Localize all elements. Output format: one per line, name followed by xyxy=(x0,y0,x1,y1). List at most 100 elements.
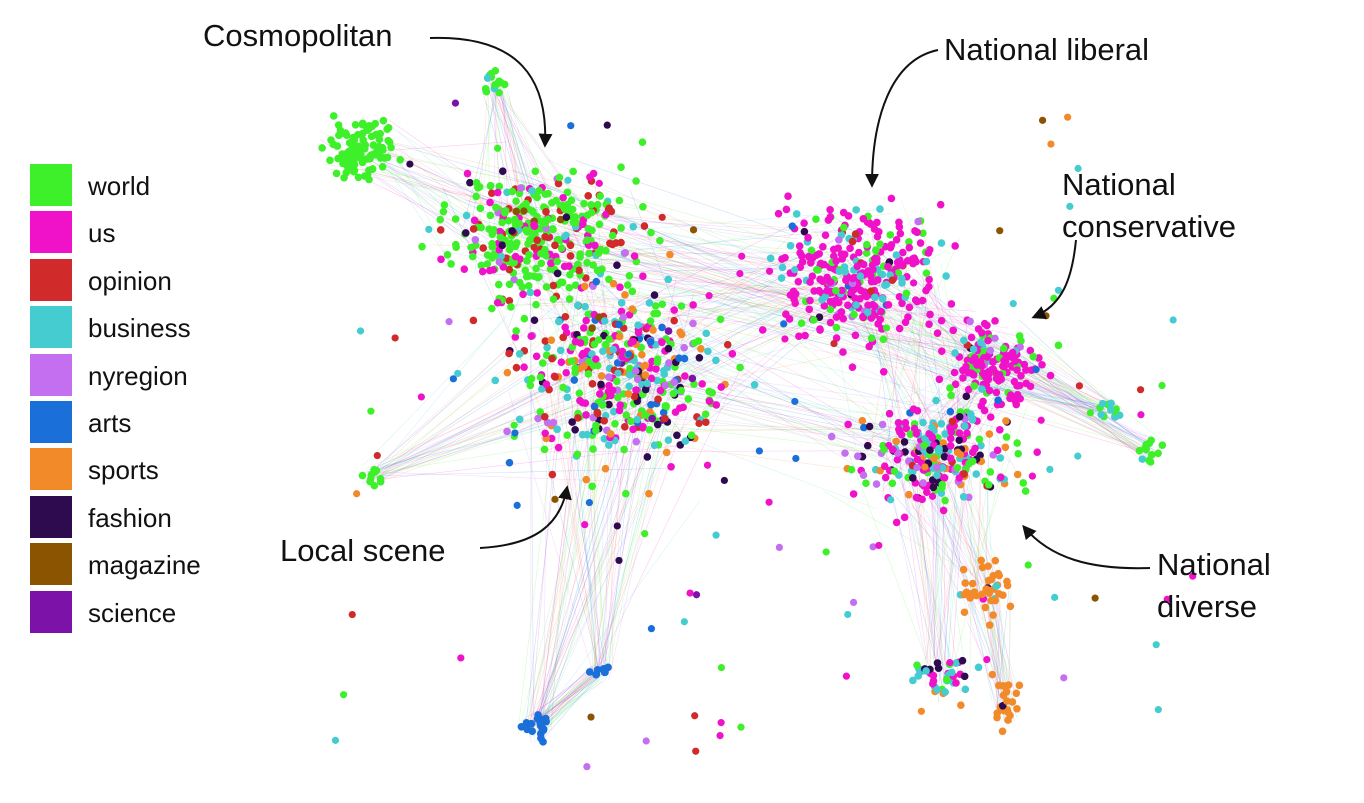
network-edge xyxy=(1025,332,1162,441)
network-edge xyxy=(629,423,923,431)
network-node xyxy=(988,670,997,679)
network-node xyxy=(1037,416,1045,424)
network-node xyxy=(639,422,647,431)
network-node xyxy=(556,346,565,355)
network-node xyxy=(717,383,726,391)
network-edge xyxy=(586,434,594,675)
network-edge xyxy=(398,131,524,246)
network-node xyxy=(630,252,639,260)
network-node xyxy=(712,531,720,539)
network-node xyxy=(791,397,799,406)
network-node xyxy=(505,458,514,467)
network-node xyxy=(1158,381,1166,390)
network-node xyxy=(928,423,936,432)
network-node xyxy=(376,475,385,483)
network-node xyxy=(919,418,927,427)
network-node xyxy=(919,479,927,487)
network-edge xyxy=(934,442,977,669)
network-edge xyxy=(385,123,529,220)
network-edge xyxy=(519,215,993,384)
network-node xyxy=(849,490,858,498)
network-node xyxy=(653,309,662,318)
network-node xyxy=(1029,352,1038,361)
network-node xyxy=(848,363,857,371)
network-node xyxy=(592,670,600,679)
network-node xyxy=(855,248,863,257)
network-node xyxy=(504,216,513,225)
network-node xyxy=(591,355,600,363)
network-node xyxy=(632,177,640,185)
network-node xyxy=(960,336,968,345)
network-node xyxy=(619,313,628,321)
network-edge xyxy=(901,288,982,433)
network-node xyxy=(912,429,921,438)
network-edge xyxy=(490,85,589,261)
network-node xyxy=(876,205,884,213)
network-node xyxy=(926,310,934,319)
network-node xyxy=(378,146,387,154)
network-edge xyxy=(855,253,945,453)
network-node xyxy=(632,437,641,446)
legend-swatch-science xyxy=(30,590,72,633)
network-node xyxy=(851,230,860,238)
network-edge xyxy=(532,375,660,729)
network-node xyxy=(617,224,625,232)
network-node xyxy=(505,245,514,254)
network-node xyxy=(553,425,561,434)
network-node xyxy=(791,266,799,274)
network-node xyxy=(600,317,609,325)
network-node xyxy=(786,241,795,250)
network-node xyxy=(898,299,906,308)
network-node xyxy=(365,121,373,130)
network-node xyxy=(839,348,847,356)
network-node xyxy=(964,368,973,377)
network-edge xyxy=(890,482,932,687)
network-node xyxy=(522,256,531,265)
network-edge xyxy=(536,665,592,721)
network-node xyxy=(648,414,656,423)
network-node xyxy=(661,381,670,390)
network-edge xyxy=(952,444,968,659)
network-edge xyxy=(944,433,1004,578)
network-edge xyxy=(543,421,659,718)
network-node xyxy=(664,436,673,444)
network-node xyxy=(1002,417,1010,425)
network-node xyxy=(837,308,846,316)
network-node xyxy=(659,408,668,417)
network-node xyxy=(581,521,589,529)
network-node xyxy=(946,659,954,667)
network-node xyxy=(549,225,557,234)
network-node xyxy=(549,281,558,290)
network-edge xyxy=(528,434,593,719)
network-node xyxy=(469,225,478,233)
network-edge xyxy=(603,395,649,671)
network-edge xyxy=(531,177,1009,399)
network-node xyxy=(946,442,955,450)
network-node xyxy=(902,289,911,298)
network-node xyxy=(575,389,584,398)
network-node xyxy=(808,272,817,280)
network-node xyxy=(804,233,812,242)
network-node xyxy=(993,446,1002,455)
network-edge xyxy=(565,413,893,453)
local-scene-arrow xyxy=(479,485,572,549)
network-node xyxy=(935,444,943,453)
network-node xyxy=(451,215,460,223)
network-node xyxy=(615,196,624,205)
network-node xyxy=(946,454,955,463)
network-edge xyxy=(369,157,510,218)
network-node xyxy=(367,151,375,160)
network-node xyxy=(1137,411,1145,419)
network-node xyxy=(792,210,801,218)
network-node xyxy=(496,227,504,236)
network-edge xyxy=(550,341,577,731)
network-node xyxy=(1154,706,1162,714)
network-node xyxy=(947,428,956,436)
network-node xyxy=(974,663,983,672)
network-node xyxy=(937,347,946,355)
network-node xyxy=(449,375,457,383)
network-node xyxy=(986,468,995,476)
network-node xyxy=(1047,140,1055,148)
network-node xyxy=(821,231,830,239)
network-node xyxy=(785,315,794,323)
